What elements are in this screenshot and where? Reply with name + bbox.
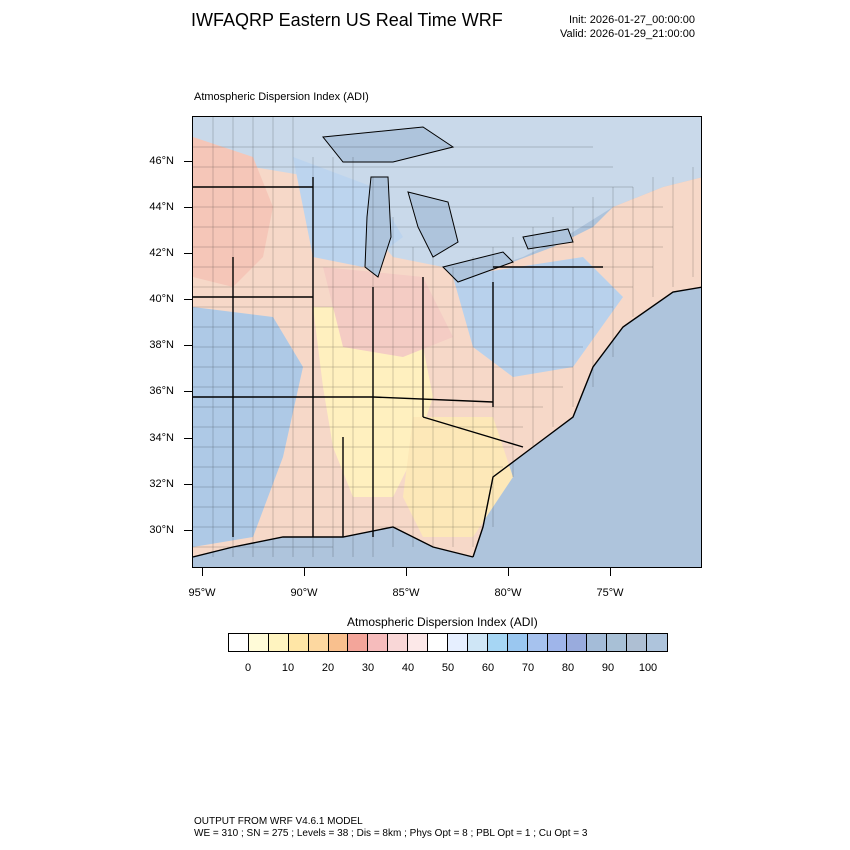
lat-tick — [184, 391, 192, 392]
colorbar-label: 90 — [601, 662, 615, 674]
gulf-coastline — [193, 526, 474, 558]
lat-tick — [184, 253, 192, 254]
lat-label-42: 42°N — [149, 247, 174, 259]
lat-label-34: 34°N — [149, 432, 174, 444]
county-borders — [193, 117, 694, 557]
footer-config: WE = 310 ; SN = 275 ; Levels = 38 ; Dis … — [194, 828, 588, 839]
lon-label-75: 75°W — [596, 587, 624, 599]
lon-tick — [304, 568, 305, 576]
footer-model: OUTPUT FROM WRF V4.6.1 MODEL — [194, 816, 363, 827]
adi-map — [193, 117, 701, 567]
colorbar-cell — [467, 634, 488, 651]
init-time: Init: 2026-01-27_00:00:00 — [569, 14, 695, 26]
colorbar-cell — [507, 634, 528, 651]
colorbar-cell — [368, 634, 389, 651]
atlantic-coastline — [472, 286, 701, 558]
lon-tick — [202, 568, 203, 576]
colorbar-title: Atmospheric Dispersion Index (ADI) — [347, 615, 538, 629]
lon-label-80: 80°W — [494, 587, 522, 599]
map-title: IWFAQRP Eastern US Real Time WRF — [191, 10, 503, 30]
lon-tick — [508, 568, 509, 576]
lat-label-30: 30°N — [149, 524, 174, 536]
colorbar-cell — [229, 634, 249, 651]
lat-tick — [184, 207, 192, 208]
colorbar-label: 80 — [561, 662, 575, 674]
lat-tick — [184, 530, 192, 531]
lon-label-95: 95°W — [188, 587, 216, 599]
lon-tick — [406, 568, 407, 576]
lat-tick — [184, 484, 192, 485]
lat-label-32: 32°N — [149, 478, 174, 490]
lon-label-85: 85°W — [392, 587, 420, 599]
colorbar — [228, 633, 668, 652]
colorbar-cell — [547, 634, 568, 651]
colorbar-cell — [348, 634, 369, 651]
colorbar-label: 40 — [401, 662, 415, 674]
colorbar-label: 60 — [481, 662, 495, 674]
colorbar-cell — [328, 634, 349, 651]
lon-label-90: 90°W — [290, 587, 318, 599]
colorbar-cell — [268, 634, 289, 651]
mid-zone-ohio — [323, 267, 453, 357]
colorbar-cell — [288, 634, 309, 651]
colorbar-cell — [627, 634, 648, 651]
lat-tick — [184, 299, 192, 300]
colorbar-label: 70 — [521, 662, 535, 674]
colorbar-label: 100 — [638, 662, 658, 674]
colorbar-cell — [607, 634, 628, 651]
colorbar-label: 10 — [281, 662, 295, 674]
lat-label-46: 46°N — [149, 155, 174, 167]
valid-time: Valid: 2026-01-29_21:00:00 — [560, 28, 695, 40]
lat-label-36: 36°N — [149, 385, 174, 397]
colorbar-cell — [487, 634, 508, 651]
lat-label-44: 44°N — [149, 201, 174, 213]
colorbar-cell — [567, 634, 588, 651]
colorbar-label: 30 — [361, 662, 375, 674]
colorbar-cell — [388, 634, 409, 651]
lake-huron — [407, 191, 459, 258]
lon-tick — [610, 568, 611, 576]
lat-tick — [184, 161, 192, 162]
lat-tick — [184, 438, 192, 439]
colorbar-label: 20 — [321, 662, 335, 674]
map-panel — [192, 116, 702, 568]
lat-tick — [184, 345, 192, 346]
colorbar-cell — [428, 634, 448, 651]
lake-superior — [322, 126, 455, 163]
colorbar-cell — [408, 634, 429, 651]
colorbar-cell — [447, 634, 468, 651]
colorbar-cell — [248, 634, 269, 651]
colorbar-label: 0 — [244, 662, 252, 674]
lat-label-38: 38°N — [149, 339, 174, 351]
colorbar-cell — [587, 634, 608, 651]
lat-label-40: 40°N — [149, 293, 174, 305]
map-subtitle: Atmospheric Dispersion Index (ADI) — [194, 91, 369, 103]
colorbar-label: 50 — [441, 662, 455, 674]
colorbar-cell — [308, 634, 329, 651]
colorbar-cell — [527, 634, 548, 651]
colorbar-cell — [647, 634, 667, 651]
